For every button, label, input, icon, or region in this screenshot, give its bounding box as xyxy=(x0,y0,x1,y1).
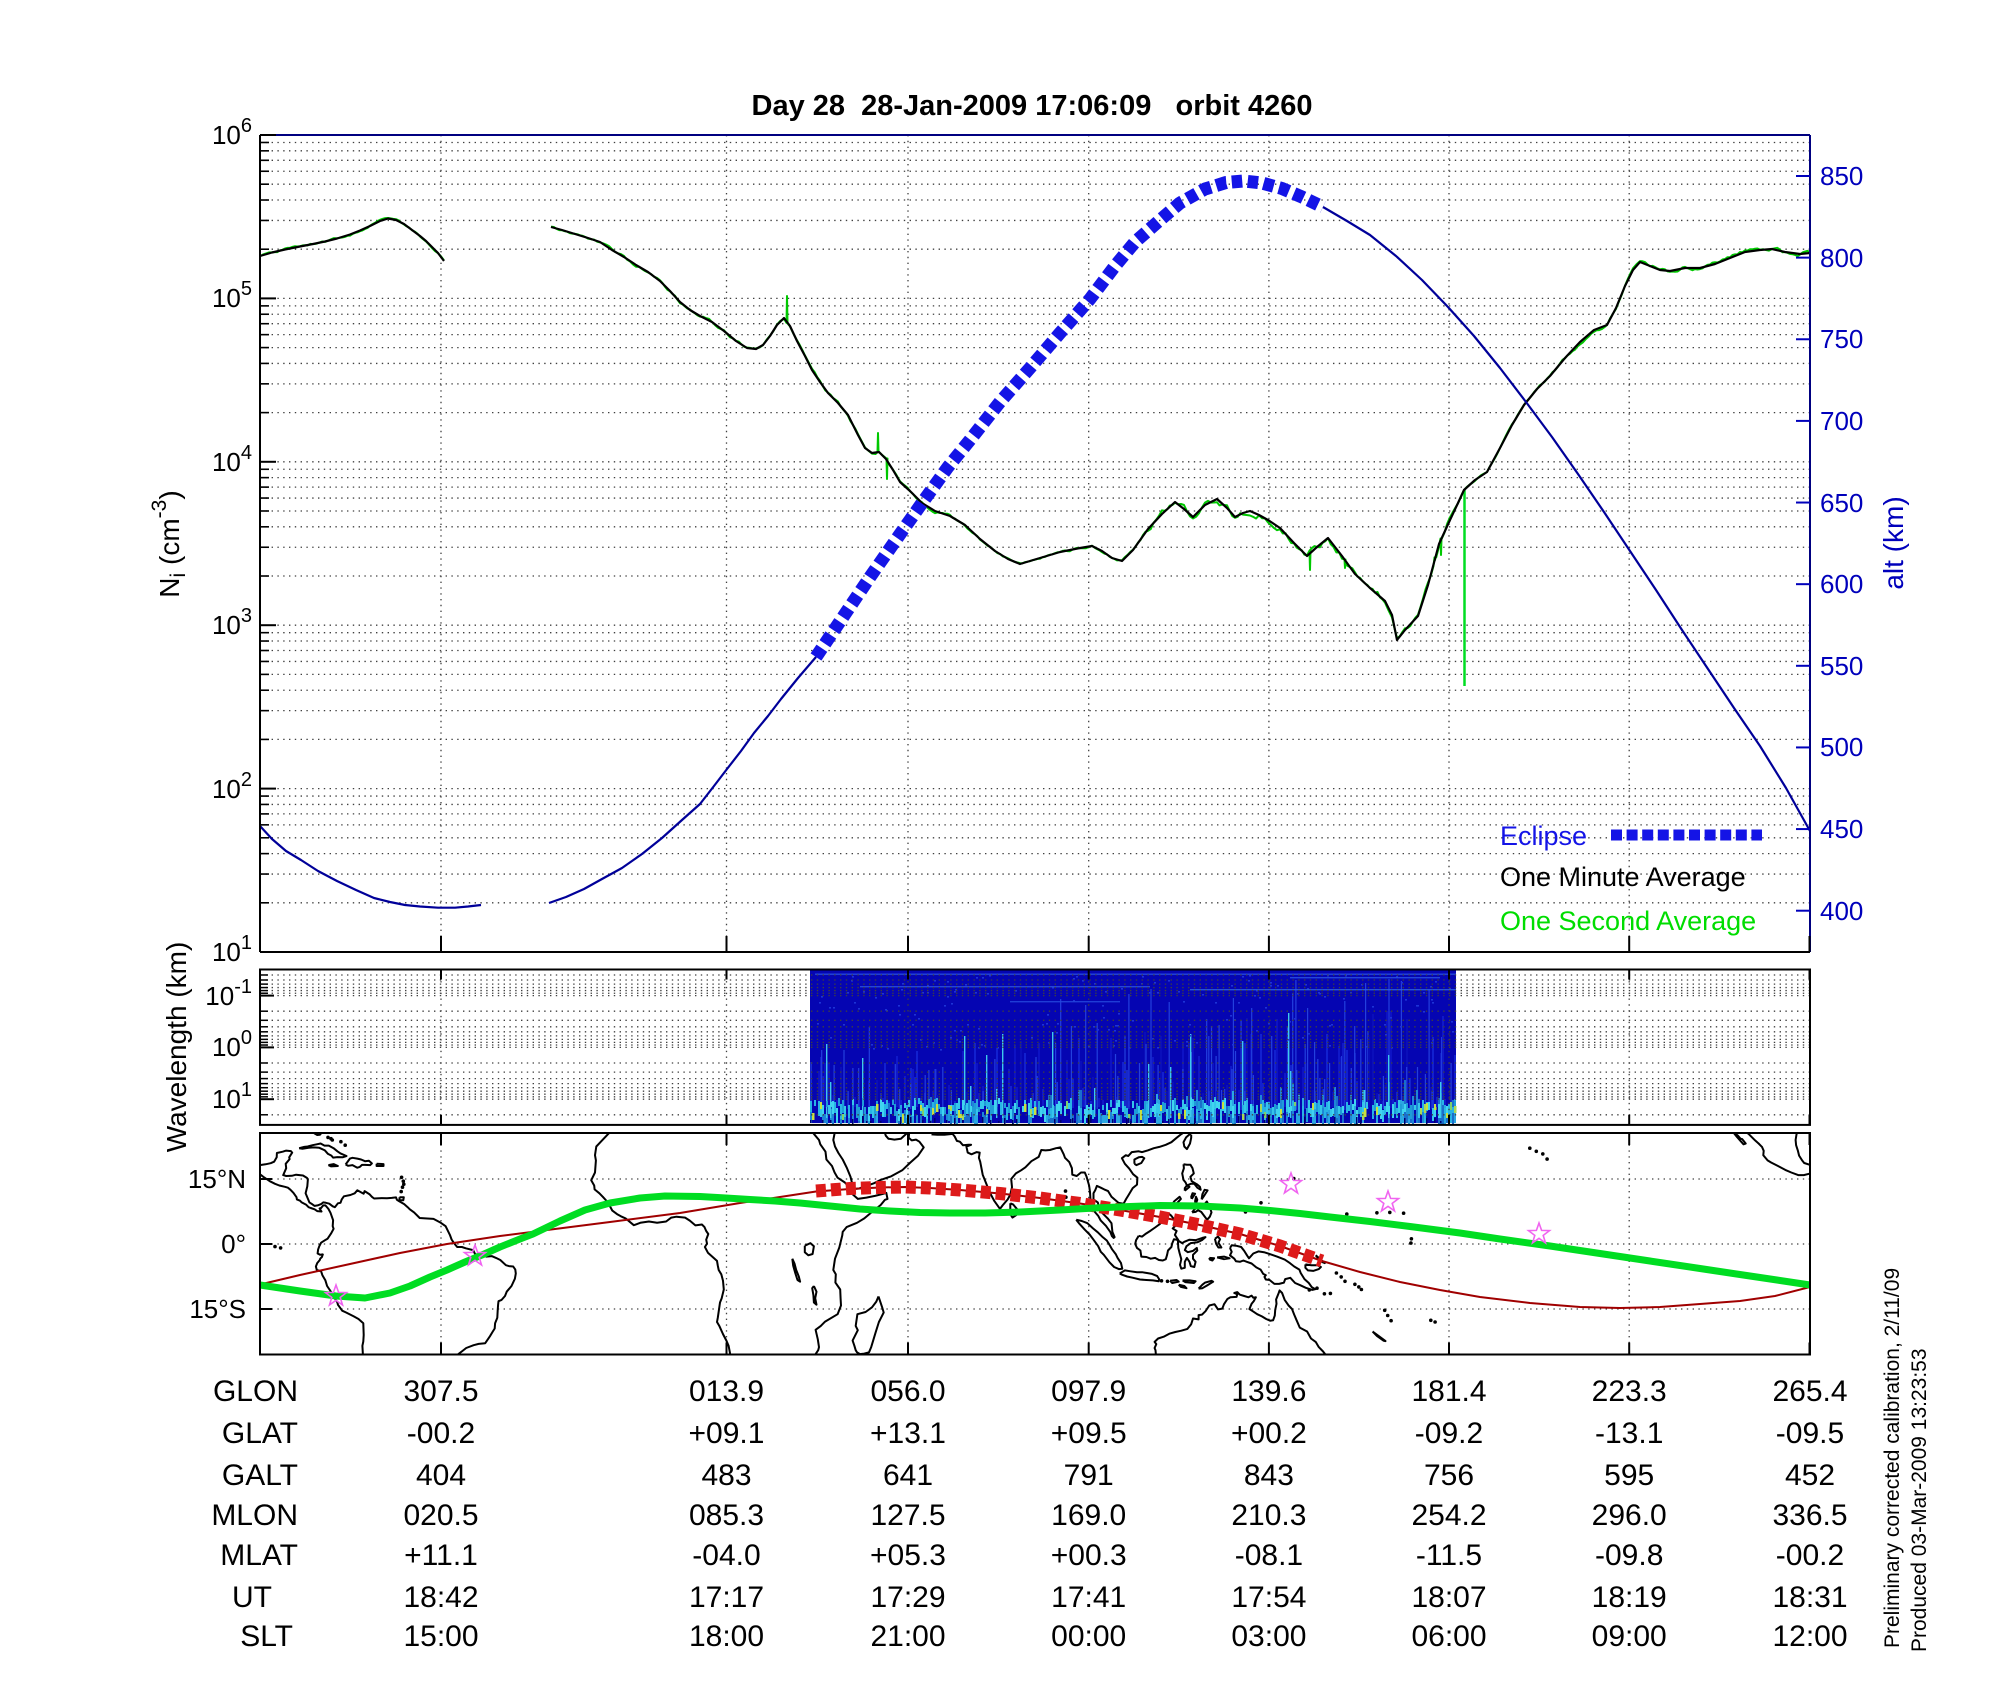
svg-text:Produced 03-Mar-2009 13:23:53: Produced 03-Mar-2009 13:23:53 xyxy=(1908,1348,1931,1652)
svg-text:-09.2: -09.2 xyxy=(1415,1417,1483,1450)
svg-text:-09.5: -09.5 xyxy=(1776,1417,1844,1450)
svg-text:139.6: 139.6 xyxy=(1231,1375,1306,1408)
svg-text:296.0: 296.0 xyxy=(1592,1499,1667,1532)
svg-text:+05.3: +05.3 xyxy=(870,1539,946,1572)
svg-text:03:00: 03:00 xyxy=(1231,1620,1306,1653)
svg-text:404: 404 xyxy=(416,1459,466,1492)
svg-text:-13.1: -13.1 xyxy=(1595,1417,1663,1450)
svg-text:700: 700 xyxy=(1820,406,1863,436)
svg-text:17:29: 17:29 xyxy=(870,1581,945,1614)
svg-text:-08.1: -08.1 xyxy=(1235,1539,1303,1572)
svg-text:10-1: 10-1 xyxy=(205,976,252,1011)
svg-text:12:00: 12:00 xyxy=(1772,1620,1847,1653)
svg-text:17:17: 17:17 xyxy=(689,1581,764,1614)
svg-text:020.5: 020.5 xyxy=(403,1499,478,1532)
svg-text:650: 650 xyxy=(1820,488,1863,518)
svg-text:15°S: 15°S xyxy=(189,1294,246,1324)
svg-text:06:00: 06:00 xyxy=(1411,1620,1486,1653)
svg-text:500: 500 xyxy=(1820,732,1863,762)
svg-text:336.5: 336.5 xyxy=(1772,1499,1847,1532)
svg-text:085.3: 085.3 xyxy=(689,1499,764,1532)
svg-text:MLON: MLON xyxy=(211,1499,298,1532)
svg-text:Day 28 28-Jan-2009 17:06:09: Day 28 28-Jan-2009 17:06:09 orbit 4260 xyxy=(752,90,1313,122)
svg-text:750: 750 xyxy=(1820,324,1863,354)
svg-text:17:54: 17:54 xyxy=(1231,1581,1306,1614)
svg-text:21:00: 21:00 xyxy=(870,1620,945,1653)
svg-text:+13.1: +13.1 xyxy=(870,1417,946,1450)
svg-text:127.5: 127.5 xyxy=(870,1499,945,1532)
svg-text:Eclipse: Eclipse xyxy=(1500,821,1587,851)
svg-text:18:07: 18:07 xyxy=(1411,1581,1486,1614)
svg-text:-04.0: -04.0 xyxy=(692,1539,760,1572)
svg-text:105: 105 xyxy=(212,278,252,313)
svg-text:One Minute Average: One Minute Average xyxy=(1500,862,1746,892)
svg-text:254.2: 254.2 xyxy=(1411,1499,1486,1532)
svg-text:843: 843 xyxy=(1244,1459,1294,1492)
svg-text:223.3: 223.3 xyxy=(1592,1375,1667,1408)
svg-text:791: 791 xyxy=(1064,1459,1114,1492)
svg-text:Wavelength (km): Wavelength (km) xyxy=(161,942,192,1153)
svg-text:One Second Average: One Second Average xyxy=(1500,906,1756,936)
svg-text:+00.3: +00.3 xyxy=(1051,1539,1127,1572)
svg-text:452: 452 xyxy=(1785,1459,1835,1492)
svg-text:450: 450 xyxy=(1820,814,1863,844)
svg-text:550: 550 xyxy=(1820,651,1863,681)
svg-text:483: 483 xyxy=(701,1459,751,1492)
svg-text:169.0: 169.0 xyxy=(1051,1499,1126,1532)
svg-text:100: 100 xyxy=(212,1027,252,1062)
svg-text:013.9: 013.9 xyxy=(689,1375,764,1408)
svg-text:600: 600 xyxy=(1820,569,1863,599)
svg-text:15°N: 15°N xyxy=(188,1164,246,1194)
svg-text:210.3: 210.3 xyxy=(1231,1499,1306,1532)
svg-text:056.0: 056.0 xyxy=(870,1375,945,1408)
svg-text:641: 641 xyxy=(883,1459,933,1492)
svg-text:+09.1: +09.1 xyxy=(689,1417,765,1450)
svg-text:400: 400 xyxy=(1820,896,1863,926)
svg-text:756: 756 xyxy=(1424,1459,1474,1492)
svg-text:-00.2: -00.2 xyxy=(407,1417,475,1450)
svg-text:18:19: 18:19 xyxy=(1592,1581,1667,1614)
svg-text:265.4: 265.4 xyxy=(1772,1375,1847,1408)
svg-text:307.5: 307.5 xyxy=(403,1375,478,1408)
svg-text:GLAT: GLAT xyxy=(222,1417,298,1450)
svg-text:SLT: SLT xyxy=(240,1620,293,1653)
svg-text:18:00: 18:00 xyxy=(689,1620,764,1653)
svg-text:09:00: 09:00 xyxy=(1592,1620,1667,1653)
svg-text:GLON: GLON xyxy=(213,1375,298,1408)
svg-text:0°: 0° xyxy=(221,1229,246,1259)
svg-text:595: 595 xyxy=(1604,1459,1654,1492)
svg-text:800: 800 xyxy=(1820,243,1863,273)
svg-text:18:42: 18:42 xyxy=(403,1581,478,1614)
svg-text:+11.1: +11.1 xyxy=(404,1539,478,1572)
svg-text:850: 850 xyxy=(1820,161,1863,191)
svg-text:alt (km): alt (km) xyxy=(1878,496,1909,589)
svg-text:181.4: 181.4 xyxy=(1411,1375,1486,1408)
svg-text:+00.2: +00.2 xyxy=(1231,1417,1307,1450)
svg-text:Preliminary corrected calibrat: Preliminary corrected calibration, 2/11/… xyxy=(1881,1268,1904,1648)
svg-text:17:41: 17:41 xyxy=(1051,1581,1126,1614)
svg-text:UT: UT xyxy=(232,1581,272,1614)
svg-text:15:00: 15:00 xyxy=(403,1620,478,1653)
svg-text:-09.8: -09.8 xyxy=(1595,1539,1663,1572)
svg-text:+09.5: +09.5 xyxy=(1051,1417,1127,1450)
svg-text:MLAT: MLAT xyxy=(220,1539,298,1572)
svg-text:097.9: 097.9 xyxy=(1051,1375,1126,1408)
svg-text:-11.5: -11.5 xyxy=(1416,1539,1482,1572)
svg-text:18:31: 18:31 xyxy=(1772,1581,1847,1614)
svg-text:00:00: 00:00 xyxy=(1051,1620,1126,1653)
svg-text:GALT: GALT xyxy=(222,1459,298,1492)
svg-text:-00.2: -00.2 xyxy=(1776,1539,1844,1572)
